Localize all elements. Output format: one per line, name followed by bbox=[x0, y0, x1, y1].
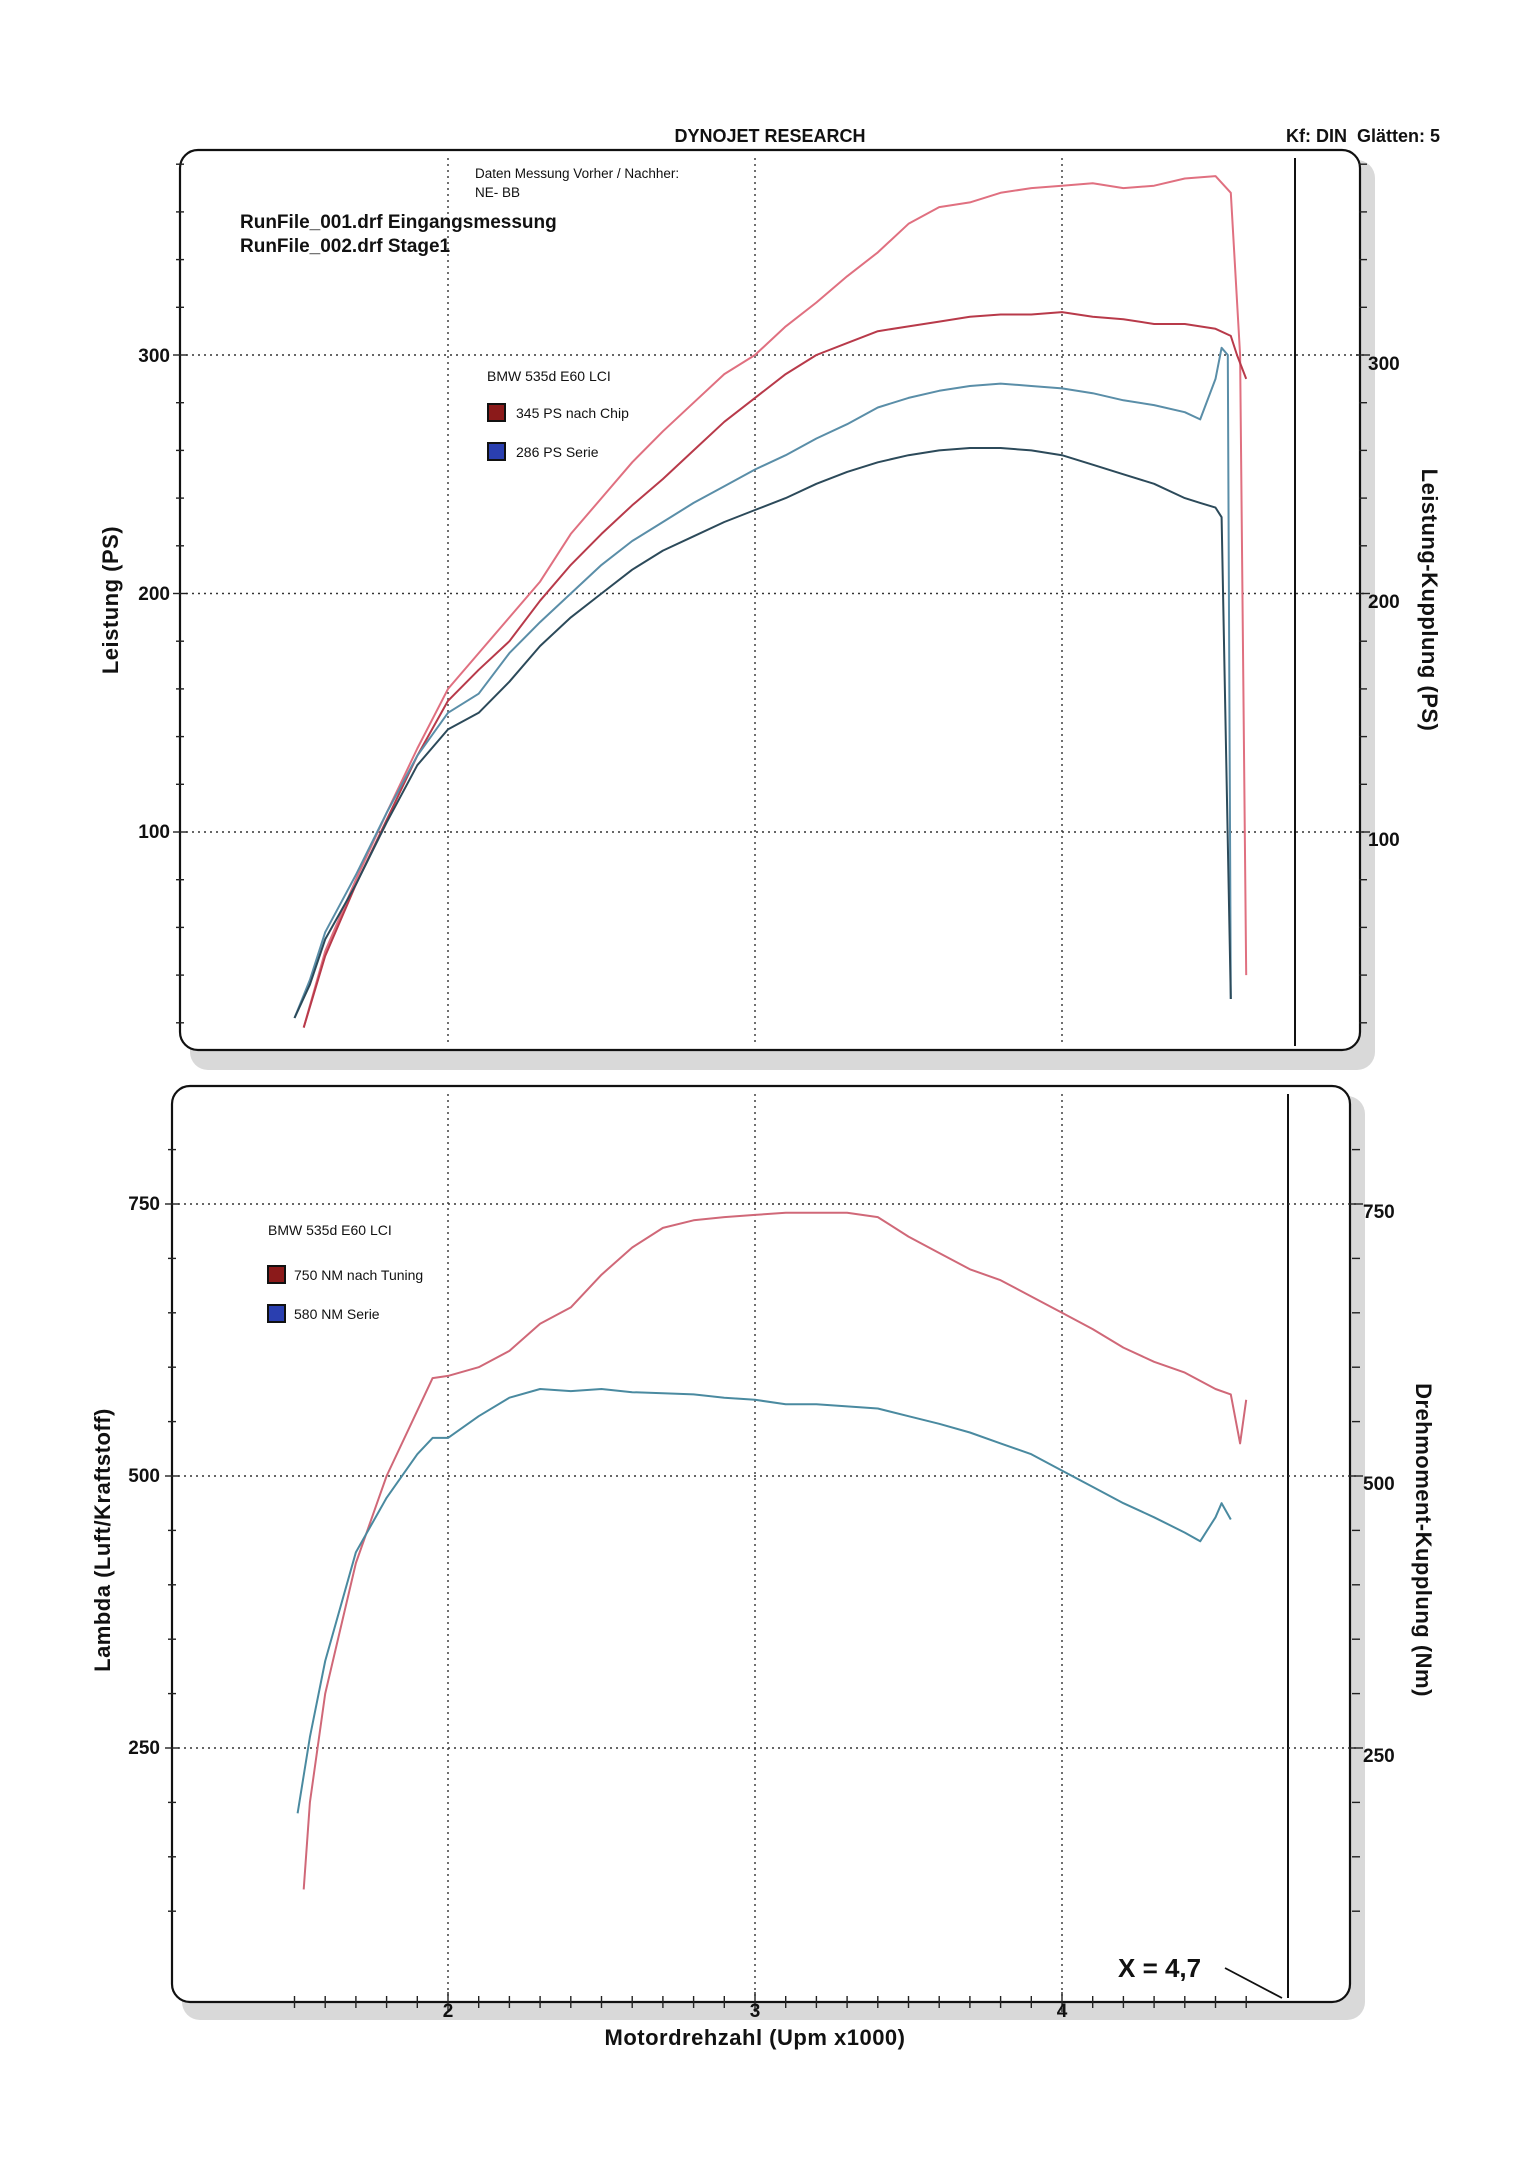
torque-series-line-1 bbox=[302, 1211, 1248, 1890]
power-y2-tick-200: 200 bbox=[1368, 592, 1400, 613]
power-y-tick-300: 300 bbox=[138, 346, 170, 367]
runfile-2: RunFile_002.drf Stage1 bbox=[240, 236, 451, 257]
power-series-line-2 bbox=[302, 311, 1248, 1028]
torque-vehicle-label: BMW 535d E60 LCI bbox=[268, 1222, 392, 1238]
power-series-line-3 bbox=[293, 346, 1232, 1019]
power-vehicle-label: BMW 535d E60 LCI bbox=[487, 368, 611, 384]
runfile-1: RunFile_001.drf Eingangsmessung bbox=[240, 212, 557, 233]
torque-x-tick-2: 2 bbox=[443, 2001, 454, 2022]
measurement-note: Daten Messung Vorher / Nachher: bbox=[475, 166, 679, 181]
torque-y-tick-500: 500 bbox=[128, 1466, 160, 1487]
power-y2-tick-300: 300 bbox=[1368, 354, 1400, 375]
measurement-note-id: NE- BB bbox=[475, 185, 520, 200]
legend-swatch-serie-torque bbox=[267, 1304, 286, 1323]
power-y-tick-200: 200 bbox=[138, 584, 170, 605]
settings-label: Kf: DIN Glätten: 5 bbox=[1286, 126, 1440, 146]
torque-y-tick-250: 250 bbox=[128, 1738, 160, 1759]
power-y-tick-100: 100 bbox=[138, 822, 170, 843]
power-y2-axis-label: Leistung-Kupplung (PS) bbox=[1417, 469, 1442, 732]
torque-y-axis-label: Lambda (Luft/Kraftstoff) bbox=[90, 1408, 115, 1672]
torque-panel: 750 500 250 750 500 250 2 3 4 Lambda (Lu… bbox=[90, 1084, 1436, 2050]
torque-y-tick-750: 750 bbox=[128, 1194, 160, 1215]
torque-y2-tick-750: 750 bbox=[1363, 1202, 1395, 1223]
legend-swatch-tuning bbox=[267, 1265, 286, 1284]
legend-swatch-chip bbox=[487, 403, 506, 422]
report-title: DYNOJET RESEARCH bbox=[674, 126, 865, 146]
torque-y2-tick-250: 250 bbox=[1363, 1746, 1395, 1767]
x-marker-label: X = 4,7 bbox=[1118, 1953, 1201, 1983]
power-series-line-1 bbox=[302, 175, 1248, 1028]
x-marker-pointer bbox=[1224, 1967, 1283, 1999]
legend-swatch-serie bbox=[487, 442, 506, 461]
power-y2-tick-100: 100 bbox=[1368, 830, 1400, 851]
legend-label-chip: 345 PS nach Chip bbox=[516, 405, 629, 421]
x-axis-label: Motordrehzahl (Upm x1000) bbox=[605, 2025, 906, 2050]
torque-series-line-2 bbox=[296, 1388, 1232, 1814]
torque-x-tick-4: 4 bbox=[1057, 2001, 1068, 2022]
power-series-line-4 bbox=[293, 447, 1232, 1019]
torque-y2-axis-label: Drehmoment-Kupplung (Nm) bbox=[1411, 1383, 1436, 1697]
power-panel: 300 200 100 300 200 100 Leistung (PS) Le… bbox=[98, 148, 1442, 1070]
torque-y2-tick-500: 500 bbox=[1363, 1474, 1395, 1495]
legend-label-tuning: 750 NM nach Tuning bbox=[294, 1267, 423, 1283]
power-y-axis-label: Leistung (PS) bbox=[98, 526, 123, 674]
legend-label-serie-torque: 580 NM Serie bbox=[294, 1306, 380, 1322]
legend-label-serie: 286 PS Serie bbox=[516, 444, 599, 460]
torque-x-tick-3: 3 bbox=[750, 2001, 761, 2022]
